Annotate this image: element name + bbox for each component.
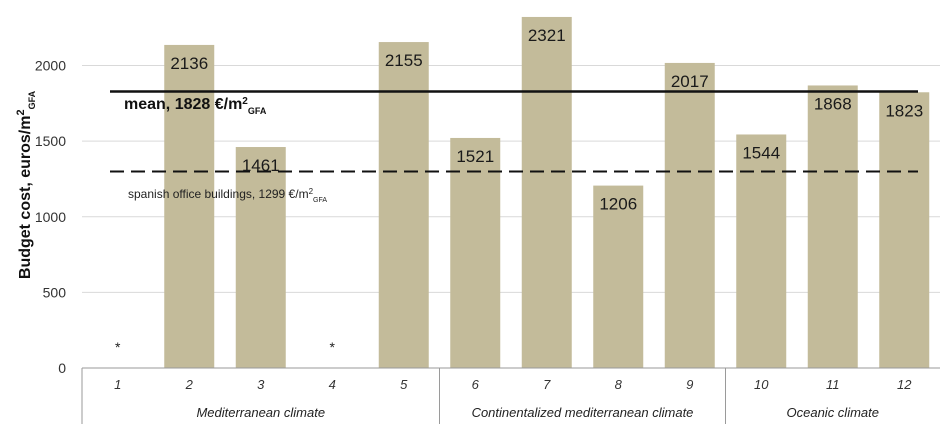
bar bbox=[736, 134, 787, 368]
bar bbox=[378, 42, 429, 369]
missing-data-marker: * bbox=[330, 339, 336, 355]
y-axis-title-sup: 2 bbox=[15, 109, 27, 115]
x-tick-label: 6 bbox=[472, 377, 480, 392]
y-axis-title-sub: GFA bbox=[27, 90, 37, 109]
mean-line-label-sup: 2 bbox=[242, 96, 248, 107]
x-tick-label: 1 bbox=[114, 377, 121, 392]
spanish-line-label-sub: GFA bbox=[313, 197, 327, 204]
x-tick-label: 10 bbox=[754, 377, 769, 392]
x-tick-label: 11 bbox=[826, 377, 840, 392]
spanish-line-label-sup: 2 bbox=[309, 187, 314, 196]
group-label: Mediterranean climate bbox=[196, 405, 325, 420]
y-axis-title: Budget cost, euros/m2GFA bbox=[15, 90, 37, 279]
spanish-line-label: spanish office buildings, 1299 €/m2GFA bbox=[128, 187, 327, 204]
group-label: Oceanic climate bbox=[787, 405, 879, 420]
reference-lines bbox=[110, 90, 918, 173]
spanish-line-label-main: spanish office buildings, 1299 €/m bbox=[128, 187, 309, 201]
bar bbox=[450, 137, 501, 368]
bar bbox=[879, 92, 930, 369]
y-tick-label: 0 bbox=[58, 360, 66, 376]
x-tick-label: 12 bbox=[897, 377, 912, 392]
y-axis-title-main: Budget cost, euros/m bbox=[17, 116, 34, 280]
x-tick-label: 4 bbox=[329, 377, 336, 392]
data-label: 1461 bbox=[242, 156, 280, 175]
group-label: Continentalized mediterranean climate bbox=[472, 405, 694, 420]
gridlines bbox=[82, 65, 940, 293]
x-tick-label: 2 bbox=[185, 377, 194, 392]
y-tick-label: 1500 bbox=[35, 133, 66, 149]
bar bbox=[521, 16, 572, 368]
x-tick-label: 9 bbox=[686, 377, 693, 392]
x-tick-label: 3 bbox=[257, 377, 265, 392]
data-label: 1521 bbox=[456, 147, 494, 166]
bar bbox=[593, 185, 644, 368]
data-label: 1206 bbox=[599, 195, 637, 214]
bar bbox=[235, 147, 286, 368]
y-tick-label: 2000 bbox=[35, 58, 66, 74]
data-label: 2321 bbox=[528, 26, 566, 45]
mean-line-label: mean, 1828 €/m2GFA bbox=[124, 96, 267, 117]
bar bbox=[664, 62, 715, 369]
x-tick-label: 8 bbox=[615, 377, 623, 392]
bars bbox=[164, 16, 930, 369]
y-tick-label: 1000 bbox=[35, 209, 66, 225]
mean-line-label-sub: GFA bbox=[248, 106, 267, 116]
data-label: 2136 bbox=[170, 54, 208, 73]
data-label: 1868 bbox=[814, 94, 852, 113]
y-axis: 0 500 1000 1500 2000 bbox=[35, 58, 66, 377]
mean-line-label-main: mean, 1828 €/m bbox=[124, 96, 242, 113]
data-label: 2017 bbox=[671, 72, 709, 91]
x-tick-label: 5 bbox=[400, 377, 408, 392]
missing-data-marker: * bbox=[115, 339, 121, 355]
data-label: 2155 bbox=[385, 51, 423, 70]
x-tick-label: 7 bbox=[543, 377, 551, 392]
bar bbox=[807, 85, 858, 368]
y-tick-label: 500 bbox=[43, 284, 67, 300]
data-label: 1823 bbox=[885, 101, 923, 120]
data-labels: * 2136 1461 * 2155 1521 2321 1206 2017 1544 1868 18… bbox=[115, 26, 923, 355]
data-label: 1544 bbox=[742, 143, 780, 162]
bar bbox=[164, 44, 215, 369]
